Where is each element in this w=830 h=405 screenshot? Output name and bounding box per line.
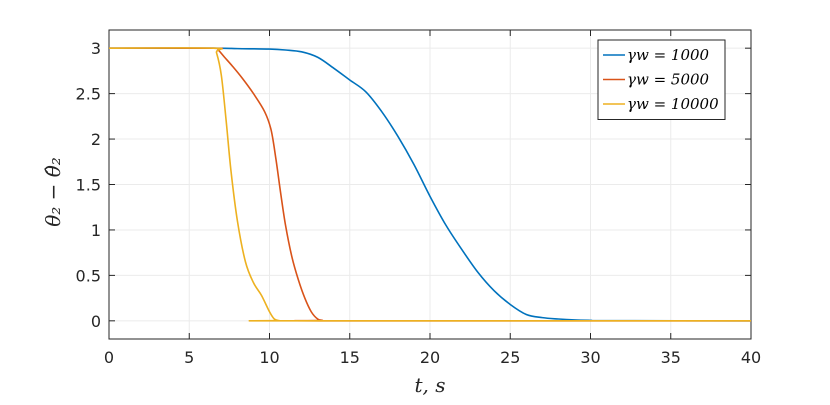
y-tick-label: 1 — [91, 221, 101, 240]
legend: γw = 1000 γw = 5000 γw = 10000 — [597, 39, 726, 120]
y-tick-label: 0.5 — [76, 266, 101, 285]
x-tick-label: 5 — [184, 348, 194, 367]
x-tick-label: 40 — [741, 348, 761, 367]
x-tick-label: 15 — [340, 348, 360, 367]
x-axis-label: t, s — [414, 373, 445, 397]
series-line-3 — [109, 47, 751, 322]
series-line-1 — [109, 47, 751, 322]
plot-area: 0 5 10 15 20 25 30 35 40 0 0.5 1 1.5 2 2.5 3 — [76, 29, 761, 367]
x-tick-label: 35 — [661, 348, 681, 367]
legend-entry-label: γw = 10000 — [627, 95, 719, 113]
y-tick-label: 2 — [91, 130, 101, 149]
y-axis-label: θ₂ − θ̂₂ — [41, 157, 65, 227]
x-tick-label: 30 — [580, 348, 600, 367]
x-tick-label: 20 — [420, 348, 440, 367]
y-tick-label: 0 — [91, 312, 101, 331]
legend-entry-label: γw = 5000 — [627, 71, 710, 89]
x-tick-label: 0 — [104, 348, 114, 367]
y-tick-label: 1.5 — [76, 176, 101, 195]
y-tick-label: 2.5 — [76, 85, 101, 104]
x-tick-label: 10 — [259, 348, 279, 367]
x-tick-label: 25 — [500, 348, 520, 367]
legend-entry-label: γw = 1000 — [627, 46, 710, 64]
y-tick-label: 3 — [91, 39, 101, 58]
